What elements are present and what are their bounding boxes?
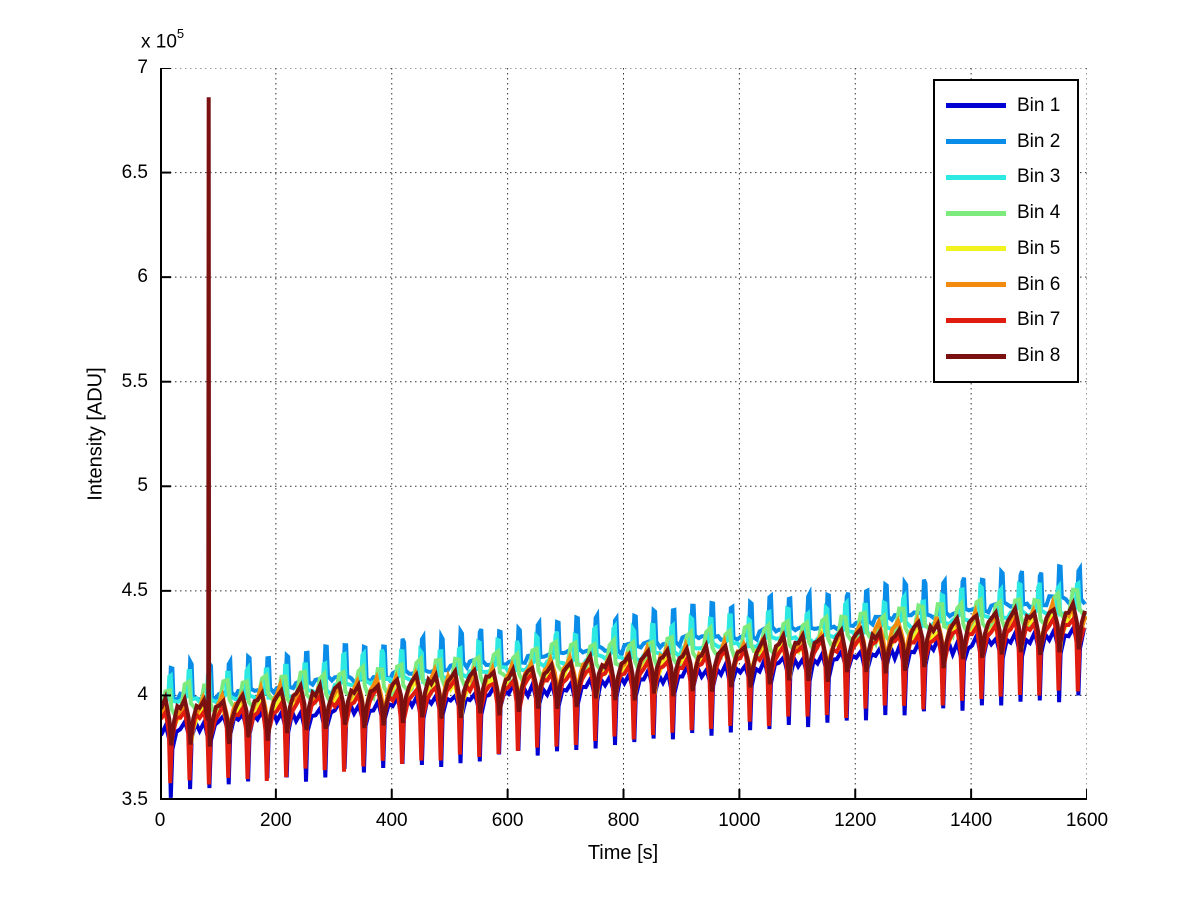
x-tick-label: 1200 [834,810,877,831]
plot-area [160,68,1087,800]
legend-entry: Bin 2 [935,131,1077,153]
legend-entry: Bin 1 [935,95,1077,117]
legend-label: Bin 2 [1017,130,1061,152]
legend: Bin 1 Bin 2 Bin 3 Bin 4 Bin 5 Bin 6 Bin … [933,79,1079,383]
y-tick-label: 4.5 [121,579,148,601]
legend-label: Bin 6 [1017,273,1061,295]
legend-entry: Bin 4 [935,202,1077,224]
y-tick-label: 6 [137,266,148,288]
y-tick-label: 7 [137,57,148,78]
offset-exponent: 5 [176,26,185,41]
y-tick-label: 5 [137,475,148,497]
x-axis-label: Time [s] [587,842,659,864]
y-tick-label: 6.5 [121,161,148,183]
legend-line-sample [946,103,1006,109]
y-axis-label: Intensity [ADU] [84,367,107,501]
y-axis-offset-label: x 105 [141,26,185,53]
legend-label: Bin 1 [1017,94,1061,116]
x-tick-label: 1600 [1065,810,1109,831]
legend-line-sample [946,317,1006,323]
legend-label: Bin 3 [1017,166,1061,188]
x-tick-label: 800 [607,810,640,831]
x-tick-label: 1000 [718,810,761,831]
legend-entry: Bin 8 [935,345,1077,367]
legend-line-sample [946,139,1006,145]
offset-mantissa: x 10 [141,31,177,53]
legend-line-sample [946,174,1006,180]
x-tick-label: 400 [375,810,408,831]
x-tick-label: 1400 [949,810,993,831]
series-line-bin-7 [160,611,1086,785]
legend-line-sample [946,353,1006,359]
legend-label: Bin 4 [1017,202,1061,224]
legend-label: Bin 5 [1017,237,1061,259]
legend-label: Bin 7 [1017,309,1061,331]
legend-entry: Bin 5 [935,238,1077,260]
series-line-bin-2 [160,562,1087,705]
legend-entry: Bin 3 [935,166,1077,188]
y-tick-label: 4 [137,684,148,706]
y-tick-label: 5.5 [121,370,148,392]
legend-line-sample [946,210,1006,216]
x-tick-label: 600 [491,810,524,831]
x-tick-label: 200 [260,810,292,831]
legend-label: Bin 8 [1017,345,1061,367]
legend-entry: Bin 6 [935,274,1077,296]
x-tick-label: 0 [154,810,166,831]
legend-line-sample [946,282,1006,288]
legend-entry: Bin 7 [935,309,1077,331]
series-line-bin-8 [160,97,1087,747]
y-tick-label: 3.5 [121,789,148,810]
legend-line-sample [946,246,1006,252]
